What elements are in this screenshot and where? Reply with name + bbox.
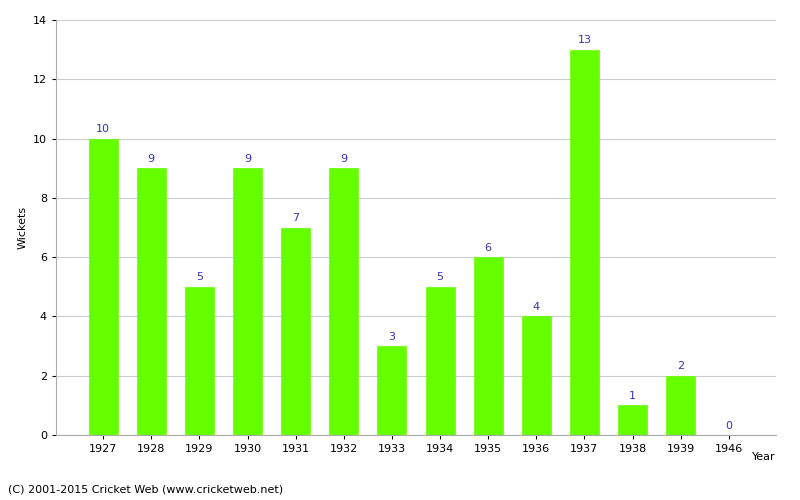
Bar xyxy=(185,287,214,435)
Bar xyxy=(474,257,502,435)
Y-axis label: Wickets: Wickets xyxy=(18,206,27,249)
Text: (C) 2001-2015 Cricket Web (www.cricketweb.net): (C) 2001-2015 Cricket Web (www.cricketwe… xyxy=(8,485,283,495)
Bar xyxy=(89,138,118,435)
Text: 0: 0 xyxy=(726,420,732,430)
Text: 10: 10 xyxy=(96,124,110,134)
Text: 5: 5 xyxy=(437,272,443,282)
Text: 5: 5 xyxy=(196,272,203,282)
Bar xyxy=(137,168,166,435)
Text: 2: 2 xyxy=(677,362,684,372)
Text: 9: 9 xyxy=(340,154,347,164)
Bar xyxy=(618,406,647,435)
Bar xyxy=(522,316,550,435)
Text: 9: 9 xyxy=(148,154,155,164)
Text: Year: Year xyxy=(752,452,776,462)
Text: 4: 4 xyxy=(533,302,540,312)
Text: 3: 3 xyxy=(389,332,395,342)
Bar xyxy=(378,346,406,435)
Text: 9: 9 xyxy=(244,154,251,164)
Bar xyxy=(570,50,599,435)
Text: 7: 7 xyxy=(292,213,299,223)
Text: 6: 6 xyxy=(485,242,492,252)
Bar xyxy=(666,376,695,435)
Bar xyxy=(426,287,454,435)
Bar xyxy=(282,228,310,435)
Bar xyxy=(233,168,262,435)
Text: 1: 1 xyxy=(629,391,636,401)
Text: 13: 13 xyxy=(578,35,591,45)
Bar xyxy=(330,168,358,435)
